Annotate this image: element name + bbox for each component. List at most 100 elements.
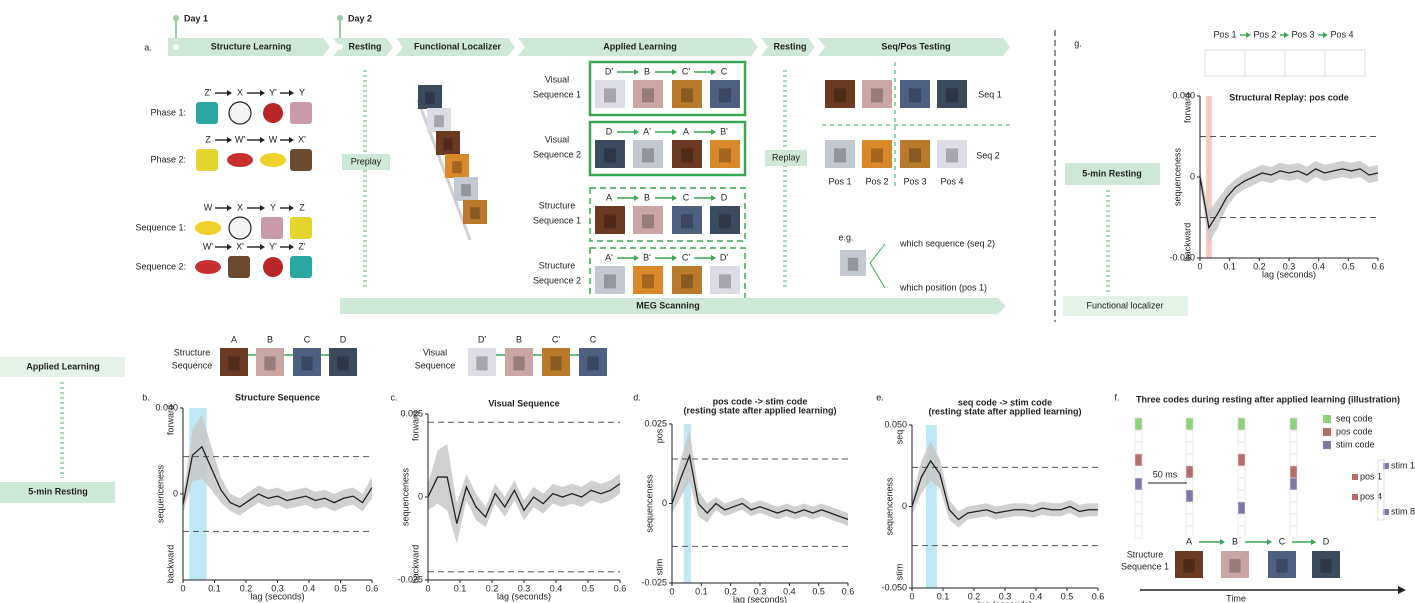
- row-label: Sequence 2: [533, 275, 581, 285]
- code-cell: [1290, 430, 1297, 442]
- x-tick-label: 0: [180, 583, 185, 593]
- item-letter: X': [236, 241, 244, 251]
- arrow-head: [289, 244, 294, 250]
- arrow-head: [634, 129, 639, 135]
- row-label: Phase 2:: [150, 154, 186, 164]
- y-tick-label: 0: [418, 491, 423, 501]
- item-letter: C': [552, 334, 560, 344]
- item-letter: Y': [269, 241, 277, 251]
- item-letter: A: [231, 334, 237, 344]
- figure: a.b.c.d.e.f.g.Day 1Day 2Structure Learni…: [0, 0, 1415, 603]
- image-tile-detail: [642, 88, 654, 102]
- image-tile-detail: [834, 148, 846, 162]
- stage-dot: [173, 44, 179, 50]
- code-cell: [1186, 442, 1193, 454]
- item-letter: A: [1186, 536, 1192, 546]
- row-label: Sequence 1: [1121, 561, 1169, 571]
- arrow-head: [634, 255, 639, 261]
- legend-label: pos code: [1336, 426, 1373, 436]
- image-tile-detail: [642, 148, 654, 162]
- item-letter: B: [1232, 536, 1238, 546]
- pos-box: [1245, 50, 1285, 76]
- code-cell: [1290, 490, 1297, 502]
- row-label: Phase 1:: [150, 107, 186, 117]
- image-tile-detail: [264, 356, 275, 370]
- image-tile-detail: [719, 214, 731, 228]
- image-tile-detail: [642, 214, 654, 228]
- icon: [263, 257, 283, 277]
- item-letter: X: [237, 202, 243, 212]
- arrow-head: [260, 244, 265, 250]
- image-tile-detail: [719, 274, 731, 288]
- y-axis-label: sequenceness: [884, 477, 894, 536]
- x-tick-label: 0.5: [582, 583, 595, 593]
- x-tick-label: 0: [425, 583, 430, 593]
- code-cell: [1238, 478, 1245, 490]
- image-tile-detail: [681, 274, 693, 288]
- panel-label: e.: [876, 392, 884, 402]
- item-letter: B: [267, 334, 273, 344]
- row-label: Visual: [423, 347, 447, 357]
- resting-label: 5-min Resting: [1082, 168, 1142, 178]
- item-letter: D: [606, 126, 613, 136]
- panel-label: f.: [1114, 392, 1119, 402]
- arrow-head: [1284, 32, 1289, 38]
- arrow-head: [1311, 539, 1316, 545]
- image-tile-detail: [434, 115, 444, 127]
- stage-dot: [337, 44, 343, 50]
- code-cell: [1238, 466, 1245, 478]
- preplay-label: Preplay: [351, 156, 382, 166]
- code-cell: [1238, 418, 1245, 430]
- image-tile-detail: [228, 356, 239, 370]
- code-cell: [1238, 490, 1245, 502]
- row-label: Visual: [545, 134, 569, 144]
- y-axis-label: sequenceness: [155, 464, 165, 523]
- image-tile-detail: [681, 214, 693, 228]
- image-tile-detail: [604, 214, 616, 228]
- x-tick-label: 0.1: [454, 583, 467, 593]
- x-tick-label: 0.1: [1223, 261, 1236, 271]
- branch: [870, 244, 885, 288]
- applied-label: Applied Learning: [26, 361, 100, 371]
- code-cell: [1135, 454, 1142, 466]
- panel-label: a.: [144, 42, 152, 52]
- stim-label: stim 8: [1391, 506, 1415, 516]
- code-cell: [1186, 466, 1193, 478]
- code-cell: [1186, 478, 1193, 490]
- pos-box: [1205, 50, 1245, 76]
- item-letter: Y': [269, 87, 277, 97]
- row-label: Structure: [539, 200, 576, 210]
- item-letter: C: [721, 66, 728, 76]
- legend-label: stim code: [1336, 439, 1375, 449]
- image-tile-detail: [871, 148, 883, 162]
- icon: [196, 149, 218, 171]
- direction-label: forward: [410, 411, 420, 441]
- arrow-head: [227, 205, 232, 211]
- day-label: Day 2: [348, 13, 372, 23]
- arrow-head: [289, 90, 294, 96]
- item-letter: Z': [204, 87, 211, 97]
- y-tick-label: 0: [173, 488, 178, 498]
- image-tile-detail: [425, 92, 435, 104]
- row-label: Sequence 1: [533, 89, 581, 99]
- row-label: Sequence 2: [533, 149, 581, 159]
- code-cell: [1238, 442, 1245, 454]
- row-label: Visual: [545, 74, 569, 84]
- x-tick-label: 0.5: [1061, 591, 1074, 601]
- panel-title: Three codes during resting after applied…: [1136, 394, 1400, 404]
- pos-label: Pos 1: [1213, 29, 1236, 39]
- arrow-head: [634, 195, 639, 201]
- legend-swatch: [1323, 441, 1331, 449]
- item-letter: A': [605, 252, 613, 262]
- image-tile-detail: [871, 88, 883, 102]
- item-letter: X': [298, 134, 306, 144]
- pos-swatch: [1352, 494, 1358, 500]
- y-tick-label: 0: [902, 501, 907, 511]
- eg-label: e.g.: [838, 232, 853, 242]
- image-tile-detail: [1320, 559, 1331, 573]
- code-cell: [1135, 418, 1142, 430]
- x-tick-label: 0.1: [208, 583, 221, 593]
- icon: [290, 217, 312, 239]
- image-tile-detail: [604, 274, 616, 288]
- item-letter: B: [644, 192, 650, 202]
